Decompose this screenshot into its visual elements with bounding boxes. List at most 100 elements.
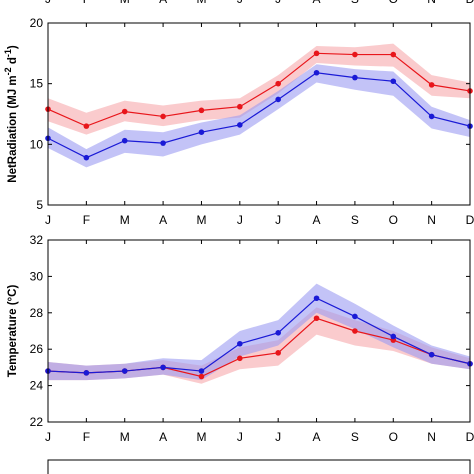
net-radiation-chart: 5 10 15 20 J F M A M J J A S O N D NetRadiation (MJ m-2 … (3, 16, 474, 227)
top-partial-tick-label: J (45, 0, 51, 6)
temperature-chart: 22 24 26 28 30 32 J F M A M J J A S O N D Temperature (°C) (7, 233, 474, 444)
x-tick-label: N (427, 430, 436, 444)
top-partial-tick-label: M (196, 0, 206, 6)
y-axis-title-part: NetRadiation (MJ m (7, 75, 19, 182)
y-tick-label: 5 (36, 198, 43, 212)
y-tick-label: 24 (30, 379, 44, 393)
x-tick-label: M (120, 430, 130, 444)
x-tick-label: J (237, 430, 243, 444)
top-partial-tick-label: N (427, 0, 436, 6)
blue-data-point (275, 96, 281, 103)
top-partial-tick-label: J (237, 0, 243, 6)
blue-data-point (313, 69, 320, 76)
blue-uncertainty-band (48, 283, 470, 381)
x-tick-label: O (389, 213, 398, 227)
y-tick-label: 22 (30, 415, 44, 429)
bottom-panel-frame-edge (47, 459, 471, 474)
red-data-point (237, 103, 243, 110)
plot-frame (47, 239, 471, 423)
top-partial-tick-label: A (159, 0, 167, 6)
top-partial-tick-label: D (466, 0, 474, 6)
blue-data-point (428, 351, 435, 358)
blue-data-point (83, 370, 90, 376)
y-tick-label: 15 (30, 77, 44, 91)
y-tick-label: 10 (30, 137, 44, 151)
x-tick-label: N (427, 213, 436, 227)
top-partial-tick-label: J (275, 0, 281, 6)
x-tick-label: M (196, 430, 206, 444)
blue-data-point (160, 140, 166, 146)
blue-data-point (237, 340, 243, 347)
red-data-point (160, 113, 166, 120)
y-axis-title-part: ) (7, 45, 19, 49)
x-tick-label: A (313, 213, 321, 227)
blue-data-point (121, 137, 128, 144)
y-axis-title-superscript: -1 (3, 49, 13, 57)
blue-data-point (237, 122, 243, 128)
blue-data-point (390, 78, 397, 85)
x-tick-label: F (83, 430, 90, 444)
blue-data-point (313, 295, 320, 302)
blue-series-line (47, 297, 471, 374)
red-series-line (47, 52, 471, 127)
blue-data-point (198, 129, 205, 135)
blue-data-point (352, 74, 358, 81)
red-data-point (390, 51, 397, 58)
x-tick-label: J (45, 213, 51, 227)
blue-data-point (83, 154, 90, 161)
y-axis-title: NetRadiation (MJ m-2 d-1) (3, 45, 19, 183)
y-axis-title: Temperature (°C) (7, 285, 19, 378)
x-tick-label: J (45, 430, 51, 444)
x-tick-label: S (351, 213, 359, 227)
blue-data-point (160, 364, 166, 371)
red-data-point (313, 315, 320, 322)
y-tick-label: 30 (30, 269, 44, 283)
blue-data-point (390, 333, 397, 340)
red-data-point (352, 328, 358, 334)
y-tick-label: 20 (30, 16, 44, 30)
top-partial-tick-label: F (83, 0, 90, 6)
blue-data-point (352, 313, 358, 320)
x-tick-label: S (351, 430, 359, 444)
top-partial-tick-label: S (351, 0, 359, 6)
y-tick-label: 28 (30, 306, 44, 320)
red-data-point (428, 82, 435, 88)
red-uncertainty-band (48, 43, 470, 135)
x-tick-label: D (466, 213, 474, 227)
y-axis-title-part: d (7, 57, 19, 67)
red-data-point (237, 355, 243, 362)
red-data-point (352, 51, 358, 58)
blue-data-point (428, 113, 435, 120)
blue-data-point (275, 330, 281, 336)
x-tick-label: F (83, 213, 90, 227)
blue-data-point (121, 368, 128, 374)
x-tick-label: A (313, 430, 321, 444)
x-tick-label: A (159, 430, 167, 444)
red-data-point (198, 373, 205, 380)
x-tick-label: J (237, 213, 243, 227)
red-data-point (313, 50, 320, 57)
top-partial-tick-label: O (389, 0, 398, 6)
y-axis-title-superscript: -2 (3, 67, 13, 75)
blue-series-line (47, 72, 471, 159)
x-tick-label: A (159, 213, 167, 227)
x-tick-label: M (196, 213, 206, 227)
x-tick-label: J (275, 430, 281, 444)
bottom-partial-panel (47, 459, 471, 474)
blue-uncertainty-band (48, 64, 470, 168)
red-data-point (198, 107, 205, 114)
x-tick-label: J (275, 213, 281, 227)
top-partial-tick-label: M (120, 0, 130, 6)
x-tick-label: O (389, 430, 398, 444)
y-tick-label: 26 (30, 342, 44, 356)
top-partial-tick-label: A (313, 0, 321, 6)
blue-data-point (198, 368, 205, 374)
red-data-point (83, 123, 90, 129)
red-data-point (121, 108, 128, 115)
plot-frame (47, 22, 471, 206)
red-data-point (275, 80, 281, 87)
y-tick-label: 32 (30, 233, 44, 247)
x-tick-label: D (466, 430, 474, 444)
